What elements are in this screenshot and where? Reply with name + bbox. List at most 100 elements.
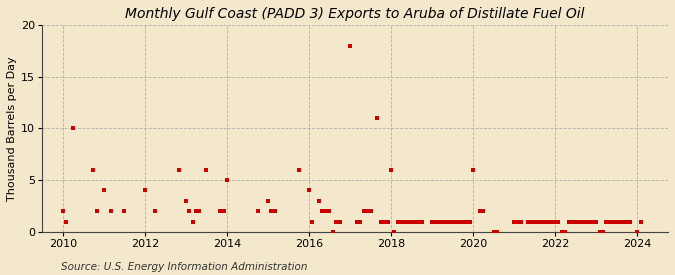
Point xyxy=(372,116,383,120)
Point xyxy=(263,199,273,203)
Point xyxy=(632,230,643,234)
Point xyxy=(399,219,410,224)
Point xyxy=(478,209,489,213)
Point xyxy=(266,209,277,213)
Point xyxy=(488,230,499,234)
Point xyxy=(550,219,561,224)
Point xyxy=(601,219,612,224)
Point xyxy=(612,219,622,224)
Point xyxy=(622,219,632,224)
Point xyxy=(382,219,393,224)
Point xyxy=(105,209,116,213)
Point xyxy=(221,178,232,182)
Point xyxy=(180,199,191,203)
Point xyxy=(557,230,568,234)
Point xyxy=(188,219,198,224)
Point xyxy=(522,219,533,224)
Point xyxy=(355,219,366,224)
Point xyxy=(385,167,396,172)
Point xyxy=(314,199,325,203)
Point xyxy=(150,209,161,213)
Point xyxy=(413,219,424,224)
Point xyxy=(536,219,547,224)
Point xyxy=(491,230,502,234)
Point xyxy=(448,219,458,224)
Point xyxy=(201,167,212,172)
Point xyxy=(194,209,205,213)
Point xyxy=(358,209,369,213)
Point xyxy=(543,219,554,224)
Point xyxy=(304,188,315,193)
Point xyxy=(68,126,78,131)
Text: Source: U.S. Energy Information Administration: Source: U.S. Energy Information Administ… xyxy=(61,262,307,272)
Point xyxy=(365,209,376,213)
Point xyxy=(475,209,485,213)
Point xyxy=(184,209,194,213)
Point xyxy=(430,219,441,224)
Point xyxy=(608,219,619,224)
Point xyxy=(615,219,626,224)
Point xyxy=(352,219,362,224)
Y-axis label: Thousand Barrels per Day: Thousand Barrels per Day xyxy=(7,56,17,201)
Point xyxy=(375,219,386,224)
Point xyxy=(598,230,609,234)
Point xyxy=(440,219,451,224)
Point xyxy=(526,219,537,224)
Point xyxy=(635,219,646,224)
Point xyxy=(173,167,184,172)
Point xyxy=(215,209,225,213)
Point xyxy=(139,188,150,193)
Point xyxy=(560,230,571,234)
Point xyxy=(190,209,201,213)
Point xyxy=(584,219,595,224)
Point xyxy=(362,209,373,213)
Point xyxy=(379,219,389,224)
Point xyxy=(324,209,335,213)
Point xyxy=(252,209,263,213)
Point xyxy=(512,219,523,224)
Point xyxy=(533,219,543,224)
Point xyxy=(618,219,629,224)
Point xyxy=(88,167,99,172)
Title: Monthly Gulf Coast (PADD 3) Exports to Aruba of Distillate Fuel Oil: Monthly Gulf Coast (PADD 3) Exports to A… xyxy=(126,7,585,21)
Point xyxy=(553,219,564,224)
Point xyxy=(321,209,331,213)
Point xyxy=(529,219,540,224)
Point xyxy=(580,219,591,224)
Point xyxy=(591,219,601,224)
Point xyxy=(461,219,472,224)
Point xyxy=(433,219,444,224)
Point xyxy=(99,188,109,193)
Point xyxy=(574,219,585,224)
Point xyxy=(539,219,550,224)
Point xyxy=(427,219,437,224)
Point xyxy=(61,219,72,224)
Point xyxy=(437,219,448,224)
Point xyxy=(396,219,407,224)
Point xyxy=(345,43,356,48)
Point xyxy=(406,219,417,224)
Point xyxy=(317,209,328,213)
Point xyxy=(91,209,102,213)
Point xyxy=(269,209,280,213)
Point xyxy=(547,219,558,224)
Point xyxy=(307,219,318,224)
Point xyxy=(444,219,455,224)
Point xyxy=(625,219,636,224)
Point xyxy=(293,167,304,172)
Point xyxy=(587,219,598,224)
Point xyxy=(403,219,414,224)
Point xyxy=(516,219,526,224)
Point xyxy=(567,219,578,224)
Point xyxy=(389,230,400,234)
Point xyxy=(331,219,342,224)
Point xyxy=(594,230,605,234)
Point xyxy=(468,167,479,172)
Point xyxy=(509,219,520,224)
Point xyxy=(458,219,468,224)
Point xyxy=(410,219,421,224)
Point xyxy=(393,219,404,224)
Point xyxy=(327,230,338,234)
Point xyxy=(119,209,130,213)
Point xyxy=(570,219,581,224)
